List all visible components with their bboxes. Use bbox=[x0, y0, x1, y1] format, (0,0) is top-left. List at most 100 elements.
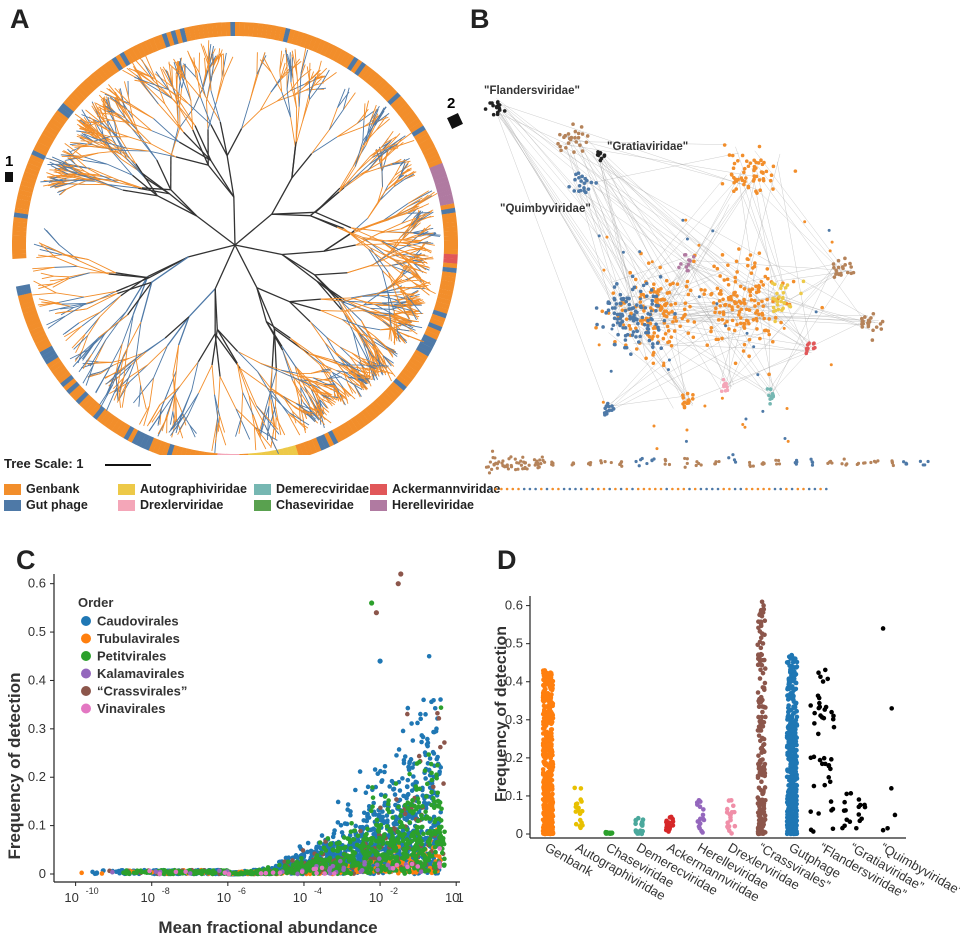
scatter-point bbox=[405, 791, 411, 797]
strip-point bbox=[822, 782, 828, 788]
scatter-point bbox=[359, 867, 365, 873]
scatter-point bbox=[406, 764, 411, 770]
strip-axes: GenbankAutographiviridaeChaseviridaeDeme… bbox=[505, 596, 960, 905]
legend-a-item: Herelleviridae bbox=[370, 498, 474, 512]
scatter-point bbox=[402, 852, 407, 857]
scatter-point bbox=[323, 862, 329, 867]
scatter-point bbox=[319, 833, 325, 838]
strip-point bbox=[759, 714, 765, 720]
scatter-point bbox=[327, 868, 332, 873]
strip-point bbox=[640, 828, 645, 834]
scatter-point bbox=[285, 859, 291, 865]
scatter-point bbox=[441, 841, 447, 847]
scatter-point bbox=[284, 870, 290, 876]
scatter-x-tick: 10 bbox=[217, 890, 231, 905]
strip-point bbox=[544, 762, 550, 768]
scatter-point bbox=[357, 769, 363, 774]
scatter-point bbox=[396, 830, 402, 835]
scatter-point bbox=[364, 831, 369, 837]
scatter-point bbox=[372, 767, 378, 772]
strip-point bbox=[829, 757, 834, 762]
scatter-point bbox=[370, 795, 376, 800]
scatter-point bbox=[419, 816, 425, 821]
scatter-y-tick: 0 bbox=[39, 866, 46, 881]
strip-point bbox=[756, 753, 761, 758]
scatter-x-tick: 1 bbox=[457, 890, 464, 905]
strip-point bbox=[823, 761, 828, 767]
scatter-point bbox=[396, 747, 402, 752]
strip-point bbox=[758, 645, 764, 651]
strip-point bbox=[789, 780, 795, 785]
scatter-point bbox=[338, 822, 344, 828]
strip-point bbox=[880, 626, 886, 631]
strip-point bbox=[549, 719, 555, 725]
scatter-outlier bbox=[369, 600, 375, 606]
strip-point bbox=[856, 804, 862, 810]
strip-point bbox=[787, 739, 792, 744]
scatter-point bbox=[375, 828, 381, 833]
strip-point bbox=[789, 723, 795, 729]
strip-point bbox=[575, 808, 581, 813]
strip-point bbox=[697, 816, 703, 822]
strip-point bbox=[762, 666, 768, 671]
scatter-point bbox=[317, 840, 323, 845]
scatter-point bbox=[361, 825, 367, 831]
scatter-point bbox=[393, 856, 398, 862]
strip-point bbox=[759, 652, 765, 658]
scatter-point bbox=[153, 869, 159, 874]
legend-a-swatch bbox=[254, 483, 271, 495]
strip-point bbox=[815, 731, 821, 737]
scatter-point bbox=[350, 860, 356, 866]
scatter-point bbox=[415, 818, 421, 824]
scatter-point bbox=[388, 839, 394, 845]
scatter-y-tick: 0.4 bbox=[28, 672, 46, 687]
scatter-point bbox=[222, 870, 228, 876]
scatter-point bbox=[385, 807, 390, 812]
scatter-legend-marker bbox=[81, 616, 91, 626]
scatter-point bbox=[424, 781, 430, 787]
strip-point bbox=[572, 785, 578, 791]
strip-point bbox=[793, 739, 799, 744]
scatter-point bbox=[399, 808, 404, 814]
strip-point bbox=[829, 808, 834, 813]
scatter-point bbox=[396, 804, 401, 810]
scatter-point bbox=[405, 784, 410, 790]
legend-a-label: Ackermannviridae bbox=[392, 482, 501, 496]
scatter-point bbox=[398, 820, 404, 825]
strip-point bbox=[759, 779, 764, 785]
scatter-point bbox=[435, 762, 440, 768]
strip-point bbox=[542, 800, 548, 805]
scatter-point bbox=[436, 854, 442, 859]
scatter-point bbox=[347, 832, 353, 838]
legend-a-label: Herelleviridae bbox=[392, 498, 474, 512]
tree-outer-ring bbox=[12, 22, 458, 455]
scatter-point bbox=[334, 865, 339, 871]
scatter-point bbox=[404, 837, 410, 843]
strip-point bbox=[856, 812, 862, 817]
scatter-point bbox=[314, 844, 320, 850]
scatter-point bbox=[303, 863, 308, 868]
strip-point bbox=[816, 811, 821, 816]
strip-point bbox=[546, 794, 551, 800]
strip-point bbox=[789, 728, 795, 733]
strip-point bbox=[549, 822, 554, 827]
scatter-legend-label: Petitvirales bbox=[97, 649, 166, 664]
scatter-point bbox=[418, 716, 424, 722]
legend-a-swatch bbox=[118, 483, 135, 495]
strip-point bbox=[794, 793, 800, 799]
scatter-point bbox=[314, 853, 320, 858]
strip-point bbox=[545, 742, 550, 748]
panel-letter-a: A bbox=[10, 4, 30, 34]
scatter-point bbox=[286, 855, 291, 860]
scatter-point bbox=[384, 813, 390, 818]
scatter-legend-label: Vinavirales bbox=[97, 701, 165, 716]
panel-letter-b: B bbox=[470, 4, 490, 34]
scatter-point bbox=[426, 653, 432, 659]
scatter-point bbox=[404, 795, 409, 801]
strip-point bbox=[543, 747, 549, 753]
scatter-point bbox=[411, 809, 416, 814]
scatter-point bbox=[370, 785, 375, 790]
scatter-point bbox=[419, 733, 425, 738]
scatter-point bbox=[410, 738, 416, 743]
strip-point bbox=[830, 826, 836, 832]
